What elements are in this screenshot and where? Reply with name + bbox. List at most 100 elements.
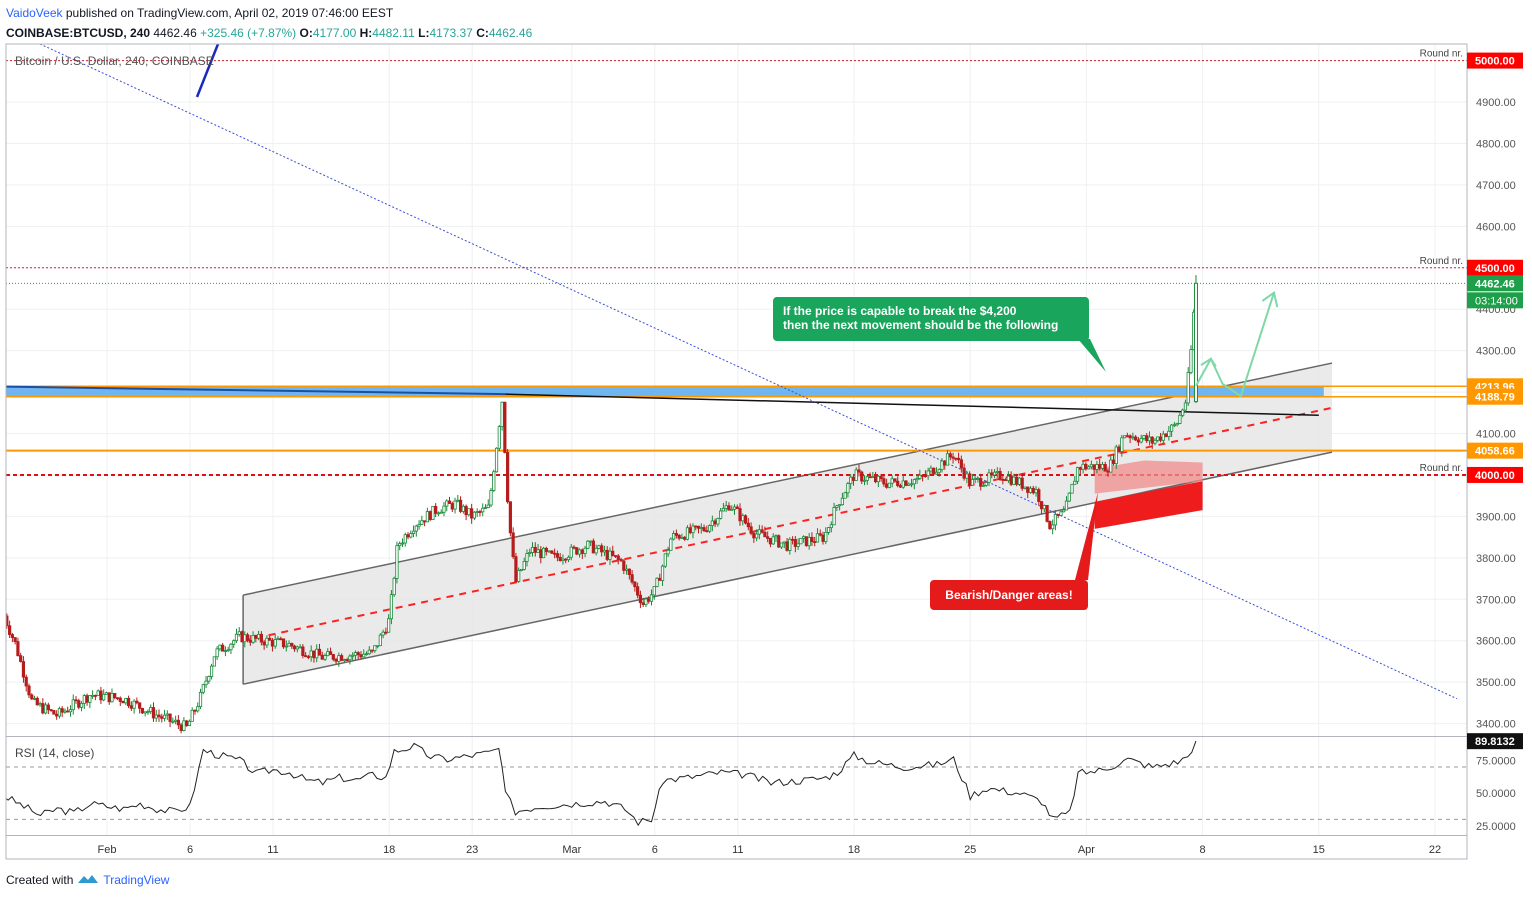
author-link[interactable]: VaidoVeek	[6, 6, 63, 20]
callout-bullish-line1: If the price is capable to break the $4,…	[783, 304, 1017, 318]
candle-body	[428, 511, 432, 520]
candle-body	[691, 525, 695, 534]
candle-body	[85, 695, 89, 703]
trendline-steep	[195, 44, 220, 98]
rsi-pane[interactable]	[4, 740, 1467, 827]
time-tick-label: 11	[267, 844, 278, 856]
candle-body	[353, 652, 358, 656]
candle-body	[984, 482, 988, 486]
candle-body	[893, 478, 897, 482]
candle-body	[13, 637, 17, 643]
candle-body	[788, 538, 792, 551]
callout-bearish: Bearish/Danger areas!	[930, 492, 1098, 610]
candle-body	[945, 453, 950, 466]
candle-body	[771, 536, 775, 545]
round-number-note: Round nr.	[1420, 256, 1463, 267]
candle-body	[655, 577, 659, 587]
tradingview-brand[interactable]: TradingView	[103, 872, 170, 887]
candle-body	[793, 539, 797, 547]
main-pane[interactable]	[3, 44, 1467, 734]
candle-body	[564, 558, 568, 561]
candle-body	[445, 500, 449, 507]
chart-title: Bitcoin / U.S. Dollar, 240, COINBASE	[15, 54, 214, 68]
candle-body	[1084, 463, 1088, 470]
candle-body	[1139, 437, 1143, 443]
candle-body	[929, 467, 933, 472]
axes: 3400.00 3500.00 3600.00 3700.00 3800.00 3900.…	[98, 52, 1523, 856]
candle-body	[602, 549, 607, 553]
candle-body	[647, 598, 651, 602]
candle-body	[193, 709, 197, 712]
candle-body	[865, 476, 869, 481]
price-tick-label: 4300.00	[1476, 346, 1516, 358]
candle-body	[46, 704, 50, 711]
candle-body	[943, 460, 947, 466]
candle-body	[525, 553, 529, 562]
time-tick-label: 22	[1429, 844, 1441, 856]
price-tick-label: 4700.00	[1476, 180, 1516, 192]
candle-body	[304, 655, 308, 658]
candle-body	[340, 655, 344, 661]
high-label: H:	[359, 26, 373, 40]
open-label: O:	[299, 26, 313, 40]
candle-body	[489, 490, 493, 506]
price-tick-label: 3500.00	[1476, 677, 1516, 689]
candle-body	[835, 505, 839, 508]
candle-body	[113, 693, 117, 699]
candle-body	[160, 716, 164, 719]
candle-body	[1042, 505, 1046, 510]
candle-body	[68, 709, 73, 713]
candle-body	[1020, 477, 1024, 489]
candle-body	[575, 547, 579, 555]
candle-body	[1028, 487, 1033, 493]
candle-body	[306, 656, 311, 659]
candle-body	[207, 676, 211, 682]
candle-body	[146, 711, 150, 713]
candle-body	[959, 459, 963, 469]
candle-body	[1134, 436, 1138, 441]
candle-body	[326, 651, 330, 656]
candle-body	[912, 479, 916, 485]
footer: Created with TradingView	[6, 872, 169, 887]
time-tick-label: Mar	[562, 844, 581, 856]
candle-body	[464, 505, 468, 516]
annotations: Round nr. Round nr. Round nr. If the price …	[15, 49, 1463, 760]
candle-body	[1059, 511, 1063, 516]
candle-body	[1075, 467, 1080, 482]
candle-body	[968, 473, 972, 486]
candle-body	[389, 594, 394, 620]
candle-body	[171, 720, 175, 723]
resistance-zone	[6, 386, 1324, 397]
callout-bullish-pointer	[1078, 339, 1106, 372]
candle-body	[777, 535, 781, 548]
time-tick-label: 18	[383, 844, 395, 856]
candle-body	[622, 560, 626, 571]
candle-body	[1178, 414, 1182, 424]
candle-body	[752, 532, 756, 539]
candle-body	[298, 646, 302, 649]
candle-body	[265, 637, 269, 646]
callout-bearish-pointer	[1075, 492, 1098, 580]
time-tick-label: 23	[466, 844, 478, 856]
candle-body	[245, 634, 250, 641]
candle-body	[1009, 475, 1013, 485]
candle-body	[683, 536, 687, 540]
candle-body	[49, 709, 53, 712]
candle-body	[276, 638, 280, 641]
created-with-label: Created with	[6, 872, 74, 887]
candle-body	[799, 537, 803, 545]
candle-body	[1062, 509, 1066, 513]
candle-body	[1045, 505, 1049, 522]
time-tick-label: 25	[964, 844, 976, 856]
candle-body	[370, 649, 374, 652]
candle-body	[328, 651, 333, 655]
candle-body	[857, 469, 861, 473]
candle-body	[688, 527, 692, 534]
time-tick-label: 6	[652, 844, 658, 856]
candle-body	[821, 534, 825, 542]
candle-body	[932, 467, 936, 475]
candle-body	[1073, 480, 1077, 485]
symbol-label[interactable]: COINBASE:BTCUSD, 240	[6, 26, 151, 40]
candle-body	[165, 713, 169, 716]
